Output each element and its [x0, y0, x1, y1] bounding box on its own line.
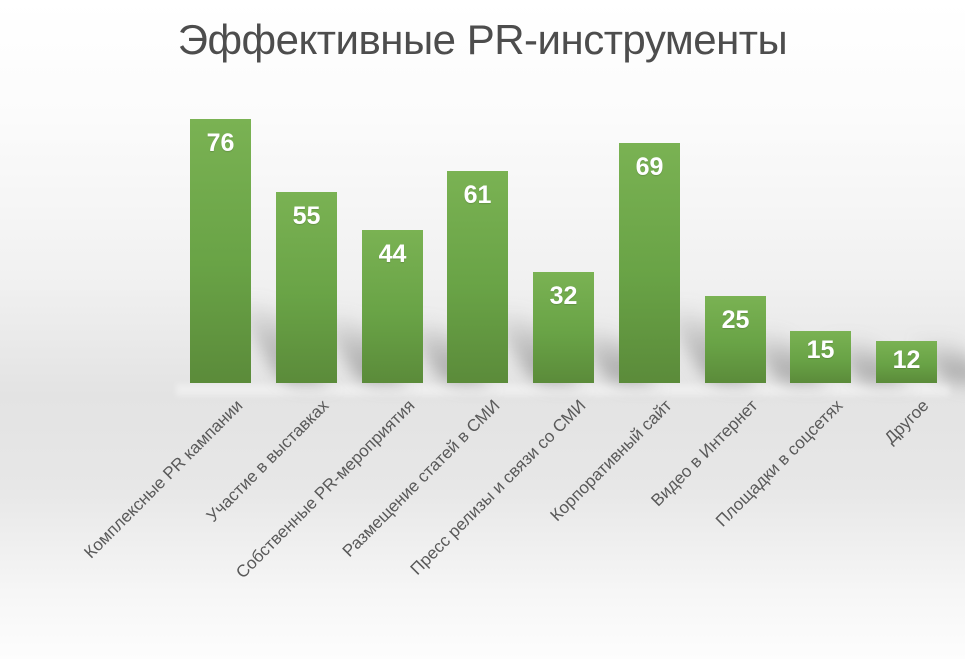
bar: 76: [190, 119, 251, 383]
bar-value-label: 76: [206, 129, 235, 157]
chart-floor-highlight: [176, 384, 950, 396]
bar: 32: [533, 272, 594, 383]
bar: 61: [447, 171, 508, 383]
bar-value-label: 32: [549, 282, 578, 310]
bar: 44: [362, 230, 423, 383]
bar: 69: [619, 143, 680, 383]
bar-value-label: 69: [635, 153, 664, 181]
bar: 25: [705, 296, 766, 383]
bar-value-label: 25: [721, 306, 750, 334]
bar-value-label: 55: [292, 202, 321, 230]
bar: 15: [790, 331, 851, 383]
bar-value-label: 44: [378, 240, 407, 268]
bar: 12: [876, 341, 937, 383]
bar-value-label: 61: [463, 181, 492, 209]
bar: 55: [276, 192, 337, 383]
bar-value-label: 15: [806, 336, 835, 364]
bar-value-label: 12: [892, 346, 921, 374]
chart-title: Эффективные PR-инструменты: [177, 16, 788, 63]
